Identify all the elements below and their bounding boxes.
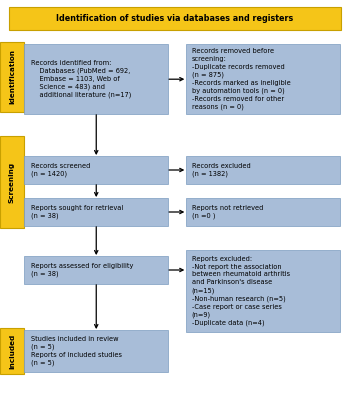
Text: Records screened
(n = 1420): Records screened (n = 1420): [31, 163, 90, 177]
FancyBboxPatch shape: [186, 44, 340, 114]
FancyBboxPatch shape: [25, 330, 168, 372]
Text: Records identified from:
    Databases (PubMed = 692,
    Embase = 1103, Web of
: Records identified from: Databases (PubM…: [31, 60, 131, 98]
FancyBboxPatch shape: [25, 156, 168, 184]
FancyBboxPatch shape: [186, 156, 340, 184]
Text: Screening: Screening: [9, 162, 15, 202]
FancyBboxPatch shape: [25, 44, 168, 114]
Text: Reports sought for retrieval
(n = 38): Reports sought for retrieval (n = 38): [31, 205, 123, 219]
Text: Identification: Identification: [9, 50, 15, 104]
Text: Reports excluded:
-Not report the association
between rheumatoid arthritis
and P: Reports excluded: -Not report the associ…: [192, 256, 290, 326]
FancyBboxPatch shape: [9, 7, 341, 30]
Text: Identification of studies via databases and registers: Identification of studies via databases …: [56, 14, 294, 23]
Text: Reports not retrieved
(n =0 ): Reports not retrieved (n =0 ): [192, 205, 263, 219]
FancyBboxPatch shape: [25, 256, 168, 284]
FancyBboxPatch shape: [25, 198, 168, 226]
Text: Records excluded
(n = 1382): Records excluded (n = 1382): [192, 163, 251, 177]
Text: Reports assessed for eligibility
(n = 38): Reports assessed for eligibility (n = 38…: [31, 263, 133, 277]
FancyBboxPatch shape: [0, 136, 24, 228]
FancyBboxPatch shape: [186, 198, 340, 226]
FancyBboxPatch shape: [0, 42, 24, 112]
Text: Studies included in review
(n = 5)
Reports of included studies
(n = 5): Studies included in review (n = 5) Repor…: [31, 336, 122, 366]
FancyBboxPatch shape: [0, 328, 24, 374]
Text: Included: Included: [9, 333, 15, 369]
FancyBboxPatch shape: [186, 250, 340, 332]
Text: Records removed before
screening:
-Duplicate records removed
(n = 875)
-Records : Records removed before screening: -Dupli…: [192, 48, 290, 110]
